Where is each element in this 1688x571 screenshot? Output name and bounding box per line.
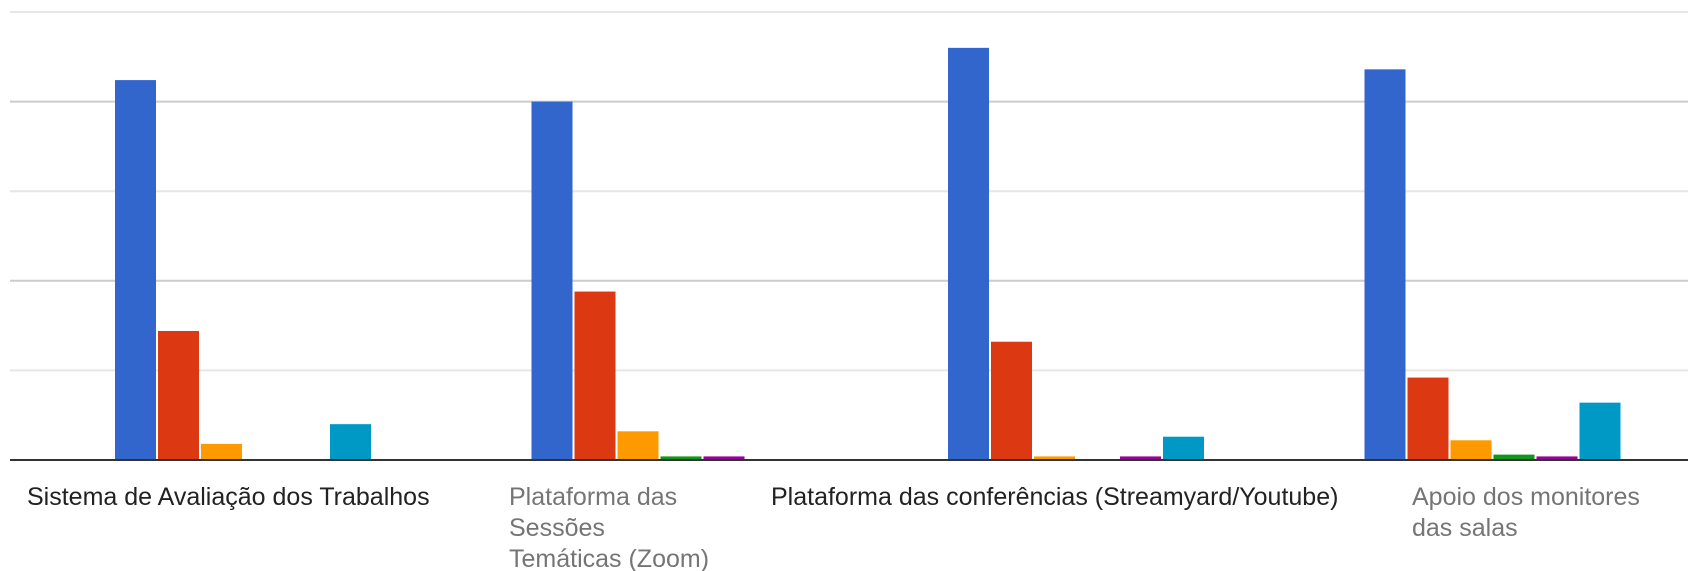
bar-series1-cat4 xyxy=(1364,69,1406,461)
bar-series1-cat1 xyxy=(115,80,156,460)
category-labels: Sistema de Avaliação dos Trabalhos Plataf… xyxy=(27,483,1640,571)
bar-series3-cat3 xyxy=(1034,456,1075,460)
bar-series3-cat1 xyxy=(201,443,242,460)
category-label-4: Apoio dos monitores das salas xyxy=(1412,483,1640,542)
bar-series6-cat3 xyxy=(1163,436,1204,460)
category-label-line: das salas xyxy=(1412,514,1518,542)
bar-series2-cat4 xyxy=(1407,377,1449,460)
gridlines xyxy=(10,11,1688,372)
category-label-3: Plataforma das conferências (Streamyard/… xyxy=(771,483,1338,511)
bar-series5-cat2 xyxy=(703,456,745,460)
bars xyxy=(115,47,1621,461)
bar-series6-cat4 xyxy=(1579,402,1621,460)
category-label-line: Sistema de Avaliação dos Trabalhos xyxy=(27,483,430,511)
bar-series5-cat3 xyxy=(1120,456,1161,460)
category-label-line: Temáticas (Zoom) xyxy=(509,545,709,571)
bar-series4-cat4 xyxy=(1493,454,1535,460)
bar-series3-cat4 xyxy=(1450,440,1492,460)
bar-series2-cat1 xyxy=(158,330,199,460)
bar-series3-cat2 xyxy=(617,431,659,460)
bar-series2-cat2 xyxy=(574,291,616,460)
category-label-line: Apoio dos monitores xyxy=(1412,483,1640,511)
bar-series6-cat1 xyxy=(330,424,371,460)
bar-series5-cat4 xyxy=(1536,456,1578,460)
category-label-1: Sistema de Avaliação dos Trabalhos xyxy=(27,483,430,511)
category-label-line: Plataforma das conferências (Streamyard/… xyxy=(771,483,1338,511)
bar-series2-cat3 xyxy=(991,341,1032,460)
bar-series1-cat2 xyxy=(531,101,573,460)
category-label-2: Plataforma das Sessões Temáticas (Zoom) xyxy=(509,483,709,571)
bar-series1-cat3 xyxy=(948,47,989,461)
category-label-line: Sessões xyxy=(509,514,605,542)
bar-series4-cat2 xyxy=(660,456,702,460)
category-label-line: Plataforma das xyxy=(509,483,677,511)
